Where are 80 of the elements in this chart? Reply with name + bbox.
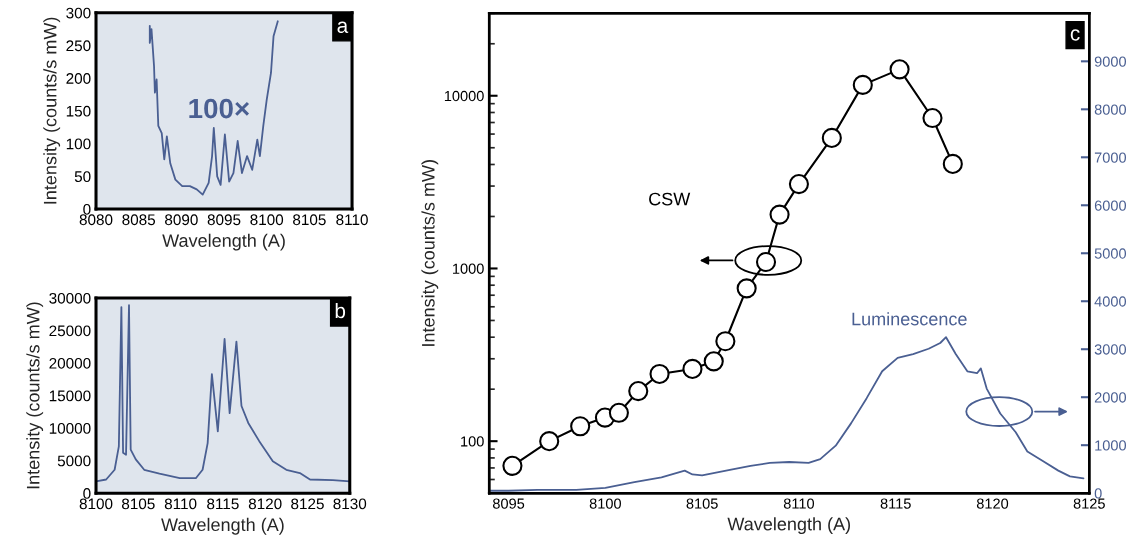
- text: CSW: [649, 192, 691, 206]
- y-tick-label: 300: [66, 7, 91, 19]
- y2-tick-label: 9000: [1094, 56, 1127, 67]
- x-axis-title: Wavelength (A): [161, 517, 284, 535]
- y-tick-label: 100: [461, 436, 484, 447]
- y-tick-label: 15000: [49, 390, 91, 402]
- x-tick-label: 8125: [1073, 498, 1105, 509]
- point: [628, 381, 649, 402]
- y2-tick-label: 5000: [1094, 248, 1127, 259]
- point: [570, 416, 591, 437]
- point: [922, 107, 943, 129]
- x-tick-label: 8100: [250, 214, 284, 226]
- x-tick-label: 8100: [589, 498, 621, 509]
- y-tick-label: 150: [66, 105, 91, 117]
- x-tick-label: 8110: [336, 214, 368, 226]
- x-tick-label: 8090: [165, 214, 198, 226]
- x-tick-label: 8080: [79, 214, 113, 226]
- y2-tick-label: 6000: [1094, 200, 1127, 211]
- x-axis-title: Wavelength (A): [162, 233, 285, 251]
- point: [703, 351, 724, 372]
- x-tick-label: 8110: [783, 498, 815, 509]
- y2-tick-label: 3000: [1094, 344, 1127, 355]
- y2-tick-label: 1000: [1095, 440, 1127, 451]
- x-tick-label: 8120: [976, 498, 1009, 509]
- y2-tick-label: 0: [1094, 488, 1102, 499]
- y2-tick-label: 2000: [1094, 392, 1127, 403]
- point: [736, 278, 757, 299]
- line-series: [148, 20, 279, 196]
- x-tick-label: 8105: [293, 214, 326, 226]
- y-tick-label: 30000: [49, 292, 91, 304]
- y2-tick-label: 4000: [1094, 296, 1127, 307]
- annotation: a: [337, 21, 349, 33]
- point: [852, 74, 873, 95]
- annotation: b: [335, 302, 346, 319]
- x-tick-label: 8105: [686, 498, 718, 509]
- series-label: Luminescence: [852, 312, 967, 326]
- y-tick-label: 5000: [57, 455, 91, 467]
- x-tick-label: 8100: [79, 498, 113, 510]
- y-tick-label: 0: [83, 488, 91, 499]
- line-series: [489, 336, 1085, 492]
- x-tick-label: 8130: [333, 498, 367, 510]
- y-axis-title: Intensity (counts/s mW): [43, 17, 61, 204]
- line-series: [96, 304, 350, 483]
- y2-tick-label: 7000: [1094, 152, 1127, 163]
- y-axis-title: Intensity (counts/s mW): [421, 160, 439, 346]
- point: [715, 331, 736, 352]
- point: [502, 455, 523, 476]
- y-tick-label: 250: [66, 40, 91, 52]
- annotation: c: [1070, 29, 1080, 41]
- y2-tick-label: 8000: [1094, 104, 1127, 115]
- point: [769, 204, 790, 225]
- x-tick-label: 8120: [248, 498, 282, 510]
- point: [539, 431, 560, 452]
- y-tick-label: 10000: [444, 90, 484, 102]
- x-tick-label: 8125: [291, 498, 324, 510]
- point: [608, 402, 629, 423]
- y-tick-label: 10000: [49, 422, 91, 434]
- point: [821, 127, 842, 148]
- point: [889, 59, 910, 80]
- x-tick-label: 8085: [122, 214, 156, 226]
- x-tick-label: 8105: [121, 498, 155, 510]
- y-tick-label: 25000: [49, 325, 91, 337]
- point: [649, 363, 670, 385]
- y-tick-label: 50: [74, 171, 91, 183]
- y-tick-label: 20000: [49, 357, 91, 369]
- annotation: 100×: [189, 98, 250, 119]
- x-tick-label: 8115: [880, 498, 911, 509]
- x-tick-label: 8115: [207, 498, 239, 510]
- point: [788, 174, 809, 195]
- x-axis-title: Wavelength (A): [727, 517, 850, 535]
- point: [942, 153, 963, 174]
- y-axis-title: Intensity (counts/s mW): [26, 302, 44, 489]
- y-tick-label: 100: [66, 138, 91, 150]
- x-tick-label: 8095: [492, 498, 525, 509]
- x-tick-label: 8110: [164, 498, 197, 510]
- x-tick-label: 8095: [207, 214, 241, 226]
- y-tick-label: 0: [83, 203, 91, 215]
- y-tick-label: 1000: [453, 263, 484, 274]
- point: [682, 358, 703, 379]
- y-tick-label: 200: [66, 73, 91, 84]
